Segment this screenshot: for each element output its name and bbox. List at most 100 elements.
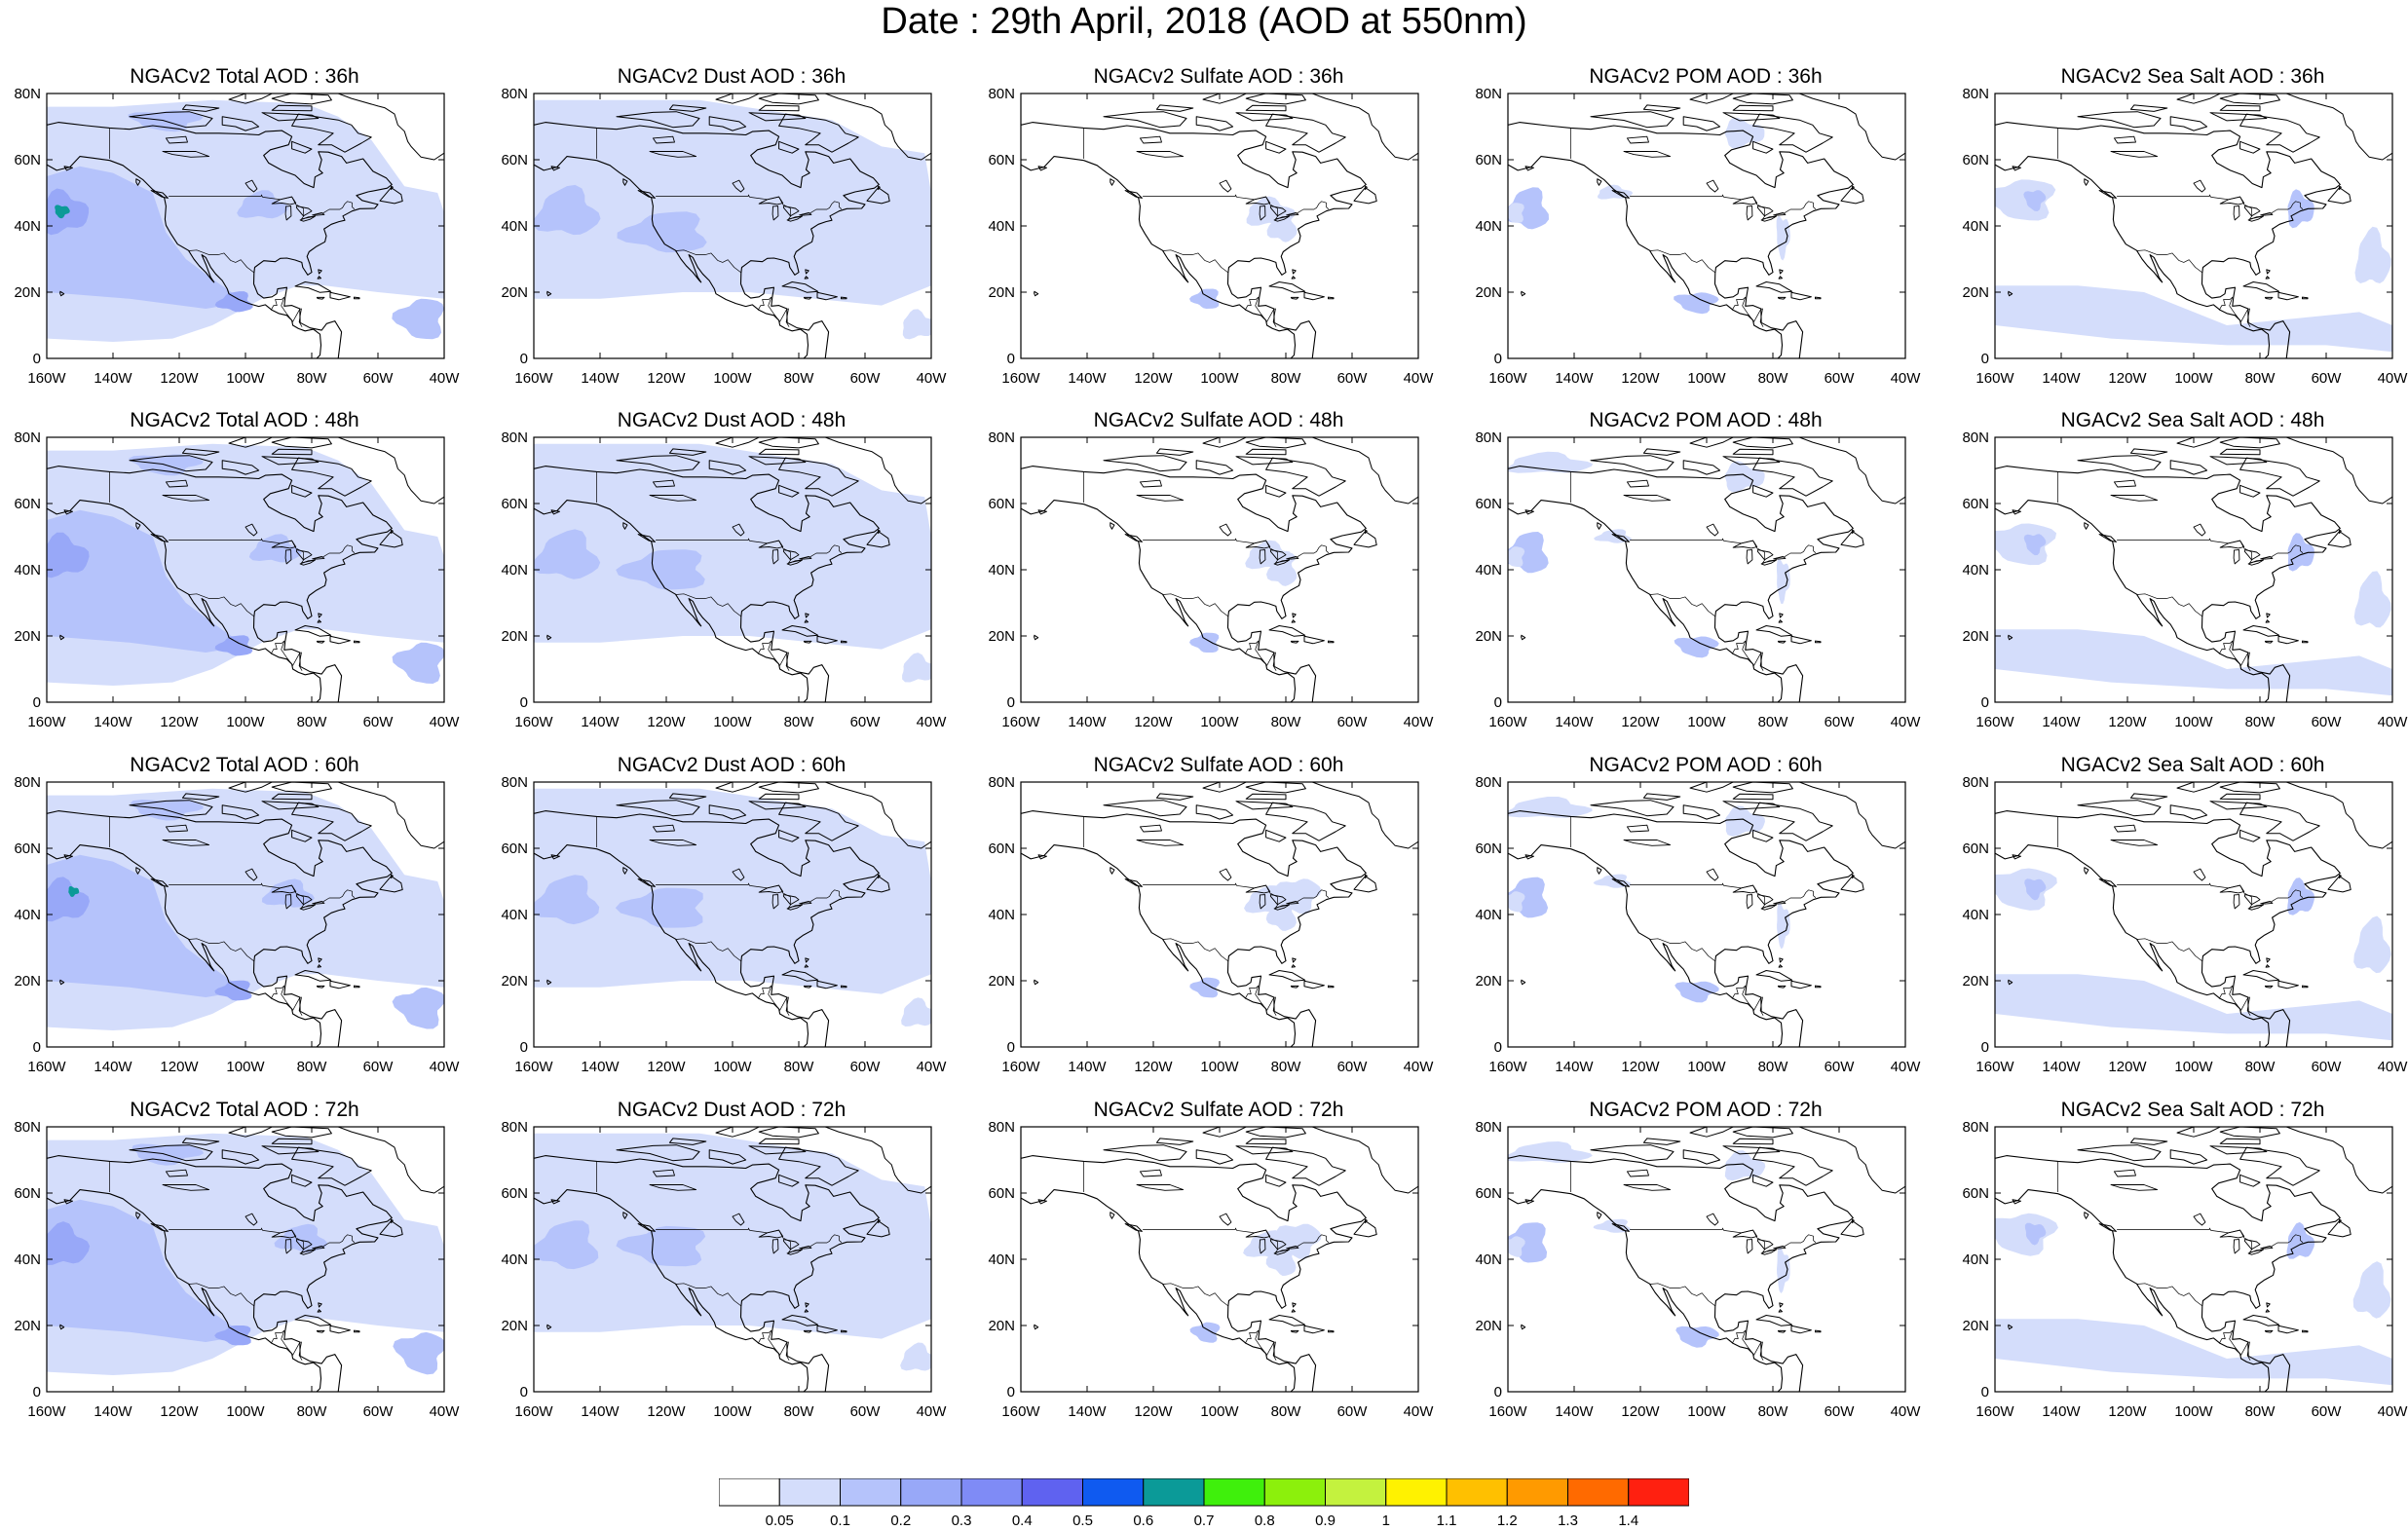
island-outline — [1840, 1220, 1864, 1238]
map-panel: NGACv2 Dust AOD : 48h 160W 140W 120W 100W 80W… — [489, 408, 974, 751]
lake-outline — [2243, 1239, 2261, 1251]
country-border — [675, 593, 742, 617]
lake-outline — [1273, 904, 1290, 911]
island-outline — [2012, 1199, 2021, 1205]
lake-outline — [2193, 179, 2206, 193]
map-panel: NGACv2 Sea Salt AOD : 60h 160W 140W 120W 100… — [1950, 753, 2408, 1096]
island-outline — [2209, 801, 2268, 810]
island-outline — [337, 1127, 444, 1194]
island-outline — [1265, 829, 1287, 842]
island-outline — [824, 782, 931, 849]
lon-tick-label: 40W — [1891, 1403, 1922, 1420]
island-outline — [1524, 1199, 1534, 1205]
lake-outline — [1760, 904, 1777, 911]
island-outline — [294, 625, 332, 637]
lat-tick-label: 20N — [501, 628, 528, 645]
lake-outline — [786, 559, 803, 566]
lake-outline — [2193, 868, 2206, 881]
island-outline — [1245, 1138, 1287, 1145]
island-outline — [1353, 876, 1377, 893]
island-outline — [391, 529, 394, 535]
island-outline — [1790, 1325, 1812, 1334]
colorbar-level-label: 0.4 — [1012, 1512, 1033, 1529]
lon-tick-label: 40W — [430, 714, 461, 730]
lon-tick-label: 140W — [1555, 714, 1594, 730]
colorbar-swatch — [1263, 1478, 1326, 1507]
lake-outline — [2233, 205, 2240, 221]
lake-outline — [312, 900, 325, 905]
lake-outline — [786, 1249, 803, 1255]
country-border — [2117, 538, 2304, 564]
island-outline — [546, 1324, 552, 1330]
colorbar-swatch — [1143, 1478, 1205, 1507]
aod-shading — [617, 211, 707, 253]
island-outline — [2302, 1329, 2309, 1333]
lat-tick-label: 0 — [520, 351, 528, 367]
map-plot: 160W 140W 120W 100W 80W 60W 40W 0 20N 40N 60N 80N — [1962, 774, 2408, 1075]
country-border — [1244, 640, 1277, 671]
island-outline — [1311, 437, 1418, 504]
lon-tick-label: 80W — [784, 1059, 815, 1075]
island-outline — [1034, 1324, 1039, 1330]
island-outline — [758, 104, 800, 112]
lon-tick-label: 60W — [1337, 714, 1369, 730]
island-outline — [1597, 1212, 1602, 1219]
island-outline — [1755, 1315, 1793, 1326]
panel-title: NGACv2 POM AOD : 36h — [1589, 65, 1823, 88]
island-outline — [1124, 534, 1143, 542]
island-outline — [866, 876, 890, 893]
island-outline — [2265, 276, 2270, 280]
lat-tick-label: 0 — [33, 1384, 41, 1400]
lat-tick-label: 0 — [1981, 694, 1989, 711]
lon-tick-label: 80W — [2245, 1403, 2276, 1420]
lake-outline — [2193, 523, 2206, 537]
coastline — [47, 466, 393, 702]
island-outline — [1732, 782, 1793, 794]
aod-shading — [47, 532, 90, 579]
island-outline — [2012, 509, 2021, 515]
island-outline — [2339, 529, 2342, 535]
island-outline — [2239, 113, 2320, 153]
lon-tick-label: 60W — [850, 1403, 882, 1420]
island-outline — [1521, 979, 1526, 986]
country-border — [1143, 882, 1330, 909]
lon-tick-label: 120W — [2108, 1059, 2147, 1075]
island-outline — [2084, 867, 2089, 875]
lake-outline — [1136, 840, 1185, 846]
lake-outline — [299, 559, 316, 566]
island-outline — [805, 613, 809, 618]
lon-tick-label: 60W — [363, 1059, 395, 1075]
island-outline — [2285, 437, 2392, 504]
island-outline — [778, 484, 800, 498]
panel-title: NGACv2 Sea Salt AOD : 48h — [2060, 409, 2325, 431]
island-outline — [1292, 269, 1297, 275]
island-outline — [1777, 985, 1787, 989]
map-plot: 160W 140W 120W 100W 80W 60W 40W 0 20N 40N 60N 80N — [988, 429, 1434, 730]
island-outline — [1755, 281, 1793, 293]
island-outline — [781, 281, 819, 293]
island-outline — [803, 640, 812, 644]
lat-tick-label: 20N — [14, 1318, 41, 1334]
island-outline — [1752, 484, 1774, 498]
island-outline — [2219, 1138, 2261, 1145]
lake-outline — [1623, 151, 1672, 158]
aod-shading — [237, 190, 288, 219]
aod-shading — [2287, 533, 2314, 572]
lake-outline — [1219, 868, 1232, 881]
lat-tick-label: 40N — [1475, 562, 1502, 579]
lon-tick-label: 120W — [647, 370, 686, 387]
lon-tick-label: 100W — [2174, 1059, 2213, 1075]
island-outline — [1353, 187, 1377, 205]
colorbar-level-label: 0.3 — [952, 1512, 972, 1529]
lat-tick-label: 20N — [501, 1318, 528, 1334]
colorbar-swatch — [1506, 1478, 1568, 1507]
island-outline — [715, 1127, 760, 1138]
country-border — [757, 640, 790, 671]
island-outline — [1202, 1127, 1247, 1138]
aod-shading — [901, 997, 931, 1027]
country-border — [188, 1283, 255, 1307]
island-outline — [1597, 178, 1602, 186]
island-outline — [1034, 979, 1039, 986]
island-outline — [1365, 1218, 1368, 1224]
aod-shading — [616, 1225, 706, 1267]
